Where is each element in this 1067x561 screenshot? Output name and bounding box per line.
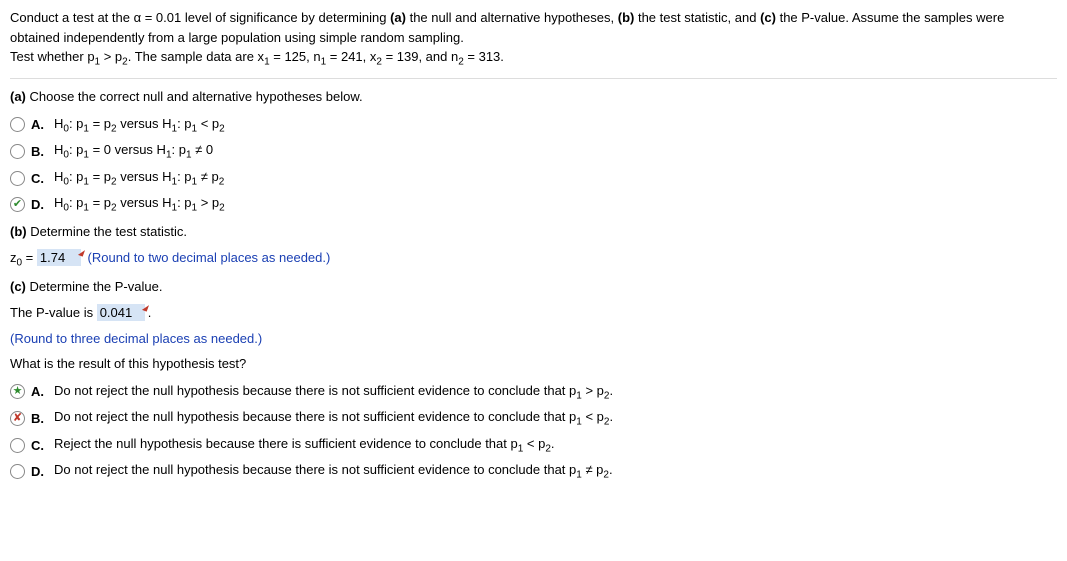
option-letter: A. — [31, 117, 44, 132]
radio-button[interactable] — [10, 464, 25, 479]
option-text: H0: p1 = 0 versus H1: p1 ≠ 0 — [54, 142, 213, 161]
eq: = 313. — [464, 49, 504, 64]
divider — [10, 78, 1057, 79]
gt: > p — [100, 49, 122, 64]
pvalue-line: The P-value is . — [10, 304, 1057, 321]
pvalue-input[interactable] — [97, 304, 145, 321]
option-text: H0: p1 = p2 versus H1: p1 ≠ p2 — [54, 169, 224, 188]
part-a-label: (a) — [10, 89, 26, 104]
test-whether: Test whether p — [10, 49, 95, 64]
option-letter: D. — [31, 464, 44, 479]
part-c-prompt: (c) Determine the P-value. — [10, 279, 1057, 294]
option-text: Reject the null hypothesis because there… — [54, 436, 555, 455]
intro-text: level of significance by determining — [181, 10, 390, 25]
radio-button[interactable]: ✔ — [10, 197, 25, 212]
bold-b: (b) — [618, 10, 635, 25]
part-b-prompt: (b) Determine the test statistic. — [10, 224, 1057, 239]
option-text: Do not reject the null hypothesis becaus… — [54, 409, 613, 428]
sample-data: . The sample data are x — [128, 49, 264, 64]
radio-button[interactable] — [10, 117, 25, 132]
intro-text: the test statistic, and — [634, 10, 760, 25]
z-input[interactable] — [37, 249, 81, 266]
eq: = 125, n — [270, 49, 321, 64]
option-row: B. H0: p1 = 0 versus H1: p1 ≠ 0 — [10, 142, 1057, 161]
part-c-label: (c) — [10, 279, 26, 294]
option-text: H0: p1 = p2 versus H1: p1 > p2 — [54, 195, 225, 214]
option-letter: C. — [31, 438, 44, 453]
alpha-value: 0.01 — [156, 10, 181, 25]
result-question: What is the result of this hypothesis te… — [10, 356, 1057, 371]
round-note: (Round to two decimal places as needed.) — [88, 250, 331, 265]
bold-a: (a) — [390, 10, 406, 25]
part-a-prompt: (a) Choose the correct null and alternat… — [10, 89, 1057, 104]
part-a-options: A. H0: p1 = p2 versus H1: p1 < p2 B. H0: p1… — [10, 116, 1057, 214]
part-b-text: Determine the test statistic. — [27, 224, 187, 239]
eq: = 241, x — [326, 49, 376, 64]
option-row: C. Reject the null hypothesis because the… — [10, 436, 1057, 455]
round-note-p: (Round to three decimal places as needed… — [10, 331, 1057, 346]
option-text: Do not reject the null hypothesis becaus… — [54, 383, 613, 402]
part-c-text: Determine the P-value. — [26, 279, 163, 294]
intro-text: the null and alternative hypotheses, — [406, 10, 618, 25]
eq-sign: = — [22, 250, 37, 265]
part-b-label: (b) — [10, 224, 27, 239]
part-a-text: Choose the correct null and alternative … — [26, 89, 363, 104]
radio-button[interactable] — [10, 144, 25, 159]
radio-button[interactable] — [10, 438, 25, 453]
problem-intro: Conduct a test at the α = 0.01 level of … — [10, 8, 1057, 70]
part-c-options: ★ A. Do not reject the null hypothesis bec… — [10, 383, 1057, 481]
option-row: C. H0: p1 = p2 versus H1: p1 ≠ p2 — [10, 169, 1057, 188]
eq: = 139, and n — [382, 49, 458, 64]
option-text: H0: p1 = p2 versus H1: p1 < p2 — [54, 116, 225, 135]
option-letter: C. — [31, 171, 44, 186]
option-text: Do not reject the null hypothesis becaus… — [54, 462, 613, 481]
option-row: D. Do not reject the null hypothesis beca… — [10, 462, 1057, 481]
radio-button[interactable]: ★ — [10, 384, 25, 399]
option-row: A. H0: p1 = p2 versus H1: p1 < p2 — [10, 116, 1057, 135]
option-row: ✘ B. Do not reject the null hypothesis bec… — [10, 409, 1057, 428]
option-letter: B. — [31, 144, 44, 159]
bold-c: (c) — [760, 10, 776, 25]
option-row: ✔ D. H0: p1 = p2 versus H1: p1 > p2 — [10, 195, 1057, 214]
pvalue-text: The P-value is — [10, 305, 97, 320]
flag-icon — [78, 248, 85, 256]
option-letter: D. — [31, 197, 44, 212]
option-letter: A. — [31, 384, 44, 399]
option-letter: B. — [31, 411, 44, 426]
z-line: z0 = (Round to two decimal places as nee… — [10, 249, 1057, 269]
radio-button[interactable]: ✘ — [10, 411, 25, 426]
intro-text: Conduct a test at the α = — [10, 10, 156, 25]
option-row: ★ A. Do not reject the null hypothesis bec… — [10, 383, 1057, 402]
radio-button[interactable] — [10, 171, 25, 186]
